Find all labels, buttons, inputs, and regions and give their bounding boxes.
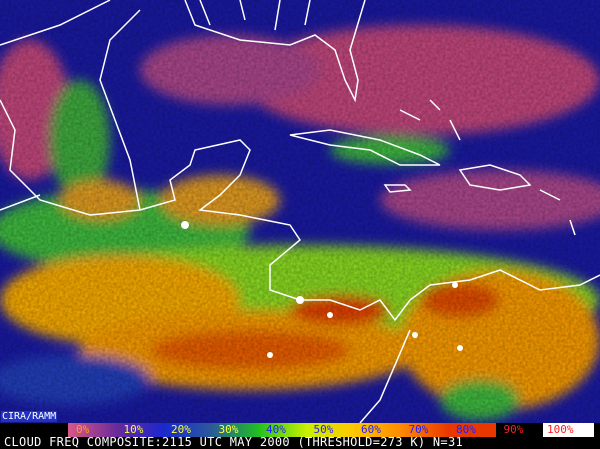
legend-label: 60% [361,423,381,436]
legend-segment [68,423,117,437]
noise-texture [0,0,600,423]
legend-label: 0% [76,423,90,436]
legend-segment [163,423,212,437]
legend-segment [258,423,307,437]
legend-segment [448,423,497,437]
color-legend: 0% 10% 20% 30% 40% 50% 60% 70% 80% 90% 100% [0,423,600,437]
legend-label: 80% [456,423,476,436]
coastlines [0,0,600,423]
legend-segment [210,423,259,437]
legend-label: 90% [503,423,524,436]
image-caption: CLOUD FREQ COMPOSITE:2115 UTC MAY 2000 (… [4,435,464,449]
legend-segment [305,423,354,437]
high-frequency-cores [181,221,463,358]
legend-label: 70% [408,423,429,436]
legend-label: 30% [218,423,239,436]
credit-label: CIRA/RAMM [1,411,58,422]
legend-segment [400,423,449,437]
legend-label: 40% [266,423,286,436]
legend-segment [495,423,544,437]
legend-label: 10% [123,423,144,436]
legend-segment [115,423,164,437]
legend-segment [353,423,402,437]
legend-label: 20% [171,423,191,436]
cloud-frequency-map [0,0,600,423]
legend-segment [543,423,594,437]
legend-label: 50% [313,423,334,436]
legend-label: 100% [547,423,574,436]
